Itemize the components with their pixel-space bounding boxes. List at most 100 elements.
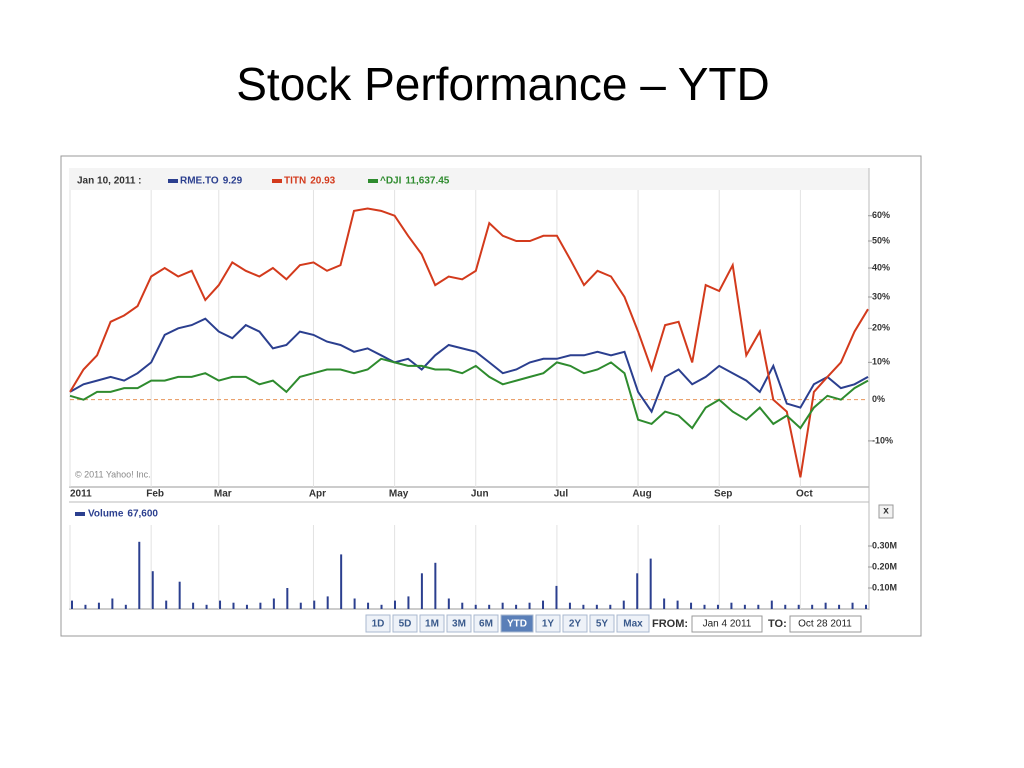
range-button[interactable]: [589, 614, 615, 633]
volume-bar: [542, 600, 545, 609]
volume-bar: [636, 573, 639, 609]
range-label[interactable]: 1Y: [542, 619, 555, 630]
legend-quote: 67,600: [127, 509, 158, 520]
range-label[interactable]: YTD: [507, 619, 527, 630]
x-tick-label: Oct: [796, 489, 813, 500]
x-tick-label: Mar: [214, 489, 232, 500]
range-label[interactable]: 1M: [425, 619, 439, 630]
to-label: TO:: [768, 618, 787, 630]
volume-bar: [649, 558, 652, 609]
volume-bar: [730, 602, 733, 609]
volume-bar: [407, 596, 410, 609]
y-tick-label: 20%: [872, 323, 890, 333]
volume-bar: [380, 604, 383, 609]
volume-bar: [71, 600, 73, 609]
volume-bar: [434, 562, 437, 609]
y-tick-label: 30%: [872, 291, 890, 301]
x-tick-label: Sep: [714, 489, 732, 500]
range-button[interactable]: [419, 614, 445, 633]
volume-bar: [259, 602, 262, 609]
volume-bar: [447, 598, 450, 609]
volume-bar: [461, 602, 464, 609]
slide-title: Stock Performance – YTD: [236, 58, 769, 110]
volume-bar: [97, 602, 100, 609]
range-button[interactable]: [500, 614, 534, 633]
close-button[interactable]: [878, 504, 894, 519]
from-input[interactable]: [691, 615, 763, 633]
volume-bar: [716, 604, 719, 609]
range-label[interactable]: 3M: [452, 619, 466, 630]
price-line: [69, 317, 869, 414]
range-label[interactable]: 6M: [479, 619, 493, 630]
y-tick-label: 0%: [872, 394, 885, 404]
range-button[interactable]: [392, 614, 418, 633]
x-tick-label: Feb: [146, 489, 164, 500]
volume-bar: [474, 604, 477, 609]
volume-bar: [676, 600, 679, 609]
volume-bar: [770, 600, 773, 609]
price-line: [69, 357, 869, 430]
to-input[interactable]: [789, 615, 862, 633]
volume-bar: [757, 604, 760, 609]
volume-bar: [245, 604, 248, 609]
price-line: [69, 207, 869, 478]
legend-bar: [69, 168, 869, 190]
volume-bar: [501, 602, 504, 609]
range-label[interactable]: Max: [623, 619, 643, 630]
range-button[interactable]: [535, 614, 561, 633]
x-tick-label: Jun: [471, 489, 489, 500]
volume-bar: [811, 604, 814, 609]
volume-bar: [151, 571, 154, 609]
range-label[interactable]: 5Y: [596, 619, 609, 630]
volume-bar: [595, 604, 598, 609]
volume-bar: [555, 585, 558, 609]
volume-bar: [838, 604, 841, 609]
volume-bar: [784, 604, 787, 609]
volume-bar: [340, 554, 343, 609]
close-label[interactable]: x: [883, 506, 889, 517]
legend-quote: 9.29: [223, 176, 243, 187]
y-tick-label: 50%: [872, 235, 890, 245]
range-button[interactable]: [616, 614, 650, 633]
legend-name: TITN: [284, 176, 306, 187]
volume-bar: [824, 602, 827, 609]
volume-bar: [286, 588, 289, 609]
to-value[interactable]: Oct 28 2011: [798, 619, 852, 630]
volume-bar: [138, 541, 141, 609]
x-tick-label: 2011: [70, 489, 92, 500]
range-label[interactable]: 1D: [372, 619, 385, 630]
range-button[interactable]: [473, 614, 499, 633]
volume-bar: [663, 598, 666, 609]
legend-name: ^DJI: [380, 176, 402, 187]
volume-bar: [528, 602, 531, 609]
legend-name: RME.TO: [180, 176, 219, 187]
y-tick-label: 60%: [872, 210, 890, 220]
volume-bar: [420, 573, 423, 609]
legend-swatch: [272, 179, 282, 183]
y-tick-label: 10%: [872, 357, 890, 367]
from-value[interactable]: Jan 4 2011: [703, 619, 752, 630]
y-tick-label: 0.30M: [872, 540, 897, 550]
legend-swatch: [368, 179, 378, 183]
volume-bar: [865, 604, 867, 609]
volume-bar: [205, 604, 208, 609]
volume-bar: [851, 602, 854, 609]
volume-bar: [165, 600, 168, 609]
range-label[interactable]: 5D: [399, 619, 412, 630]
from-label: FROM:: [652, 618, 688, 630]
volume-bar: [488, 604, 491, 609]
legend-name: Volume: [88, 509, 124, 520]
range-button[interactable]: [365, 614, 391, 633]
volume-bar: [299, 602, 302, 609]
range-button[interactable]: [562, 614, 588, 633]
volume-bar: [272, 598, 275, 609]
volume-bar: [690, 602, 693, 609]
y-tick-label: -10%: [872, 435, 893, 445]
range-button[interactable]: [446, 614, 472, 633]
volume-bar: [743, 604, 746, 609]
volume-bar: [313, 600, 316, 609]
volume-bar: [609, 604, 612, 609]
range-label[interactable]: 2Y: [569, 619, 582, 630]
chart-frame: [60, 155, 922, 637]
